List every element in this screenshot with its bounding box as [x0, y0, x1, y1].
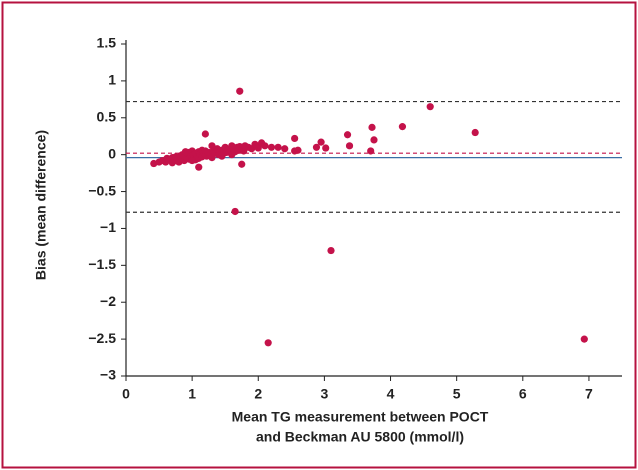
- data-point: [195, 163, 203, 171]
- data-point: [218, 152, 226, 160]
- y-axis-label: Bias (mean difference): [33, 130, 49, 280]
- data-point: [208, 142, 216, 150]
- data-point: [471, 128, 479, 137]
- data-point: [201, 130, 209, 138]
- data-point: [254, 144, 262, 152]
- x-tick-label: 2: [254, 386, 262, 402]
- data-point: [274, 143, 282, 151]
- x-tick-label: 7: [585, 386, 593, 402]
- x-tick-label: 5: [453, 386, 461, 402]
- y-tick-label: −0.5: [88, 182, 116, 198]
- data-point: [345, 142, 354, 150]
- data-point: [312, 143, 321, 151]
- data-point: [228, 151, 236, 159]
- x-tick-label: 3: [321, 386, 329, 402]
- data-point: [322, 144, 330, 152]
- data-point: [368, 123, 376, 131]
- data-point: [238, 160, 246, 168]
- x-tick-label: 0: [122, 386, 130, 402]
- data-point: [398, 123, 407, 131]
- data-point: [168, 159, 176, 167]
- data-point: [231, 207, 239, 216]
- x-tick-label: 6: [519, 386, 527, 402]
- y-tick-label: −1.5: [88, 256, 116, 272]
- data-point: [580, 335, 588, 343]
- data-point: [291, 134, 299, 143]
- x-axis-label: and Beckman AU 5800 (mmol/l): [256, 429, 464, 445]
- data-point: [261, 142, 269, 150]
- y-tick-label: 0: [108, 145, 116, 161]
- x-tick-label: 4: [387, 386, 395, 402]
- data-point: [317, 138, 325, 146]
- data-point: [267, 143, 276, 151]
- y-tick-label: 0.5: [97, 108, 117, 124]
- y-tick-label: −2: [100, 293, 116, 309]
- x-axis-label: Mean TG measurement between POCT: [232, 409, 489, 425]
- x-tick-label: 1: [188, 386, 196, 402]
- y-tick-label: −3: [100, 367, 116, 383]
- data-point: [327, 246, 335, 255]
- data-point: [236, 87, 244, 95]
- data-point: [426, 103, 434, 111]
- data-point: [294, 146, 302, 154]
- data-point: [264, 339, 272, 347]
- y-tick-label: 1.5: [97, 35, 117, 51]
- data-point: [367, 147, 375, 155]
- y-tick-label: 1: [108, 72, 116, 88]
- y-tick-label: −2.5: [88, 330, 116, 346]
- data-point: [181, 148, 190, 156]
- data-point: [370, 136, 378, 144]
- data-point: [343, 131, 352, 139]
- y-tick-label: −1: [100, 219, 116, 235]
- data-point: [281, 145, 289, 153]
- data-point: [188, 156, 196, 165]
